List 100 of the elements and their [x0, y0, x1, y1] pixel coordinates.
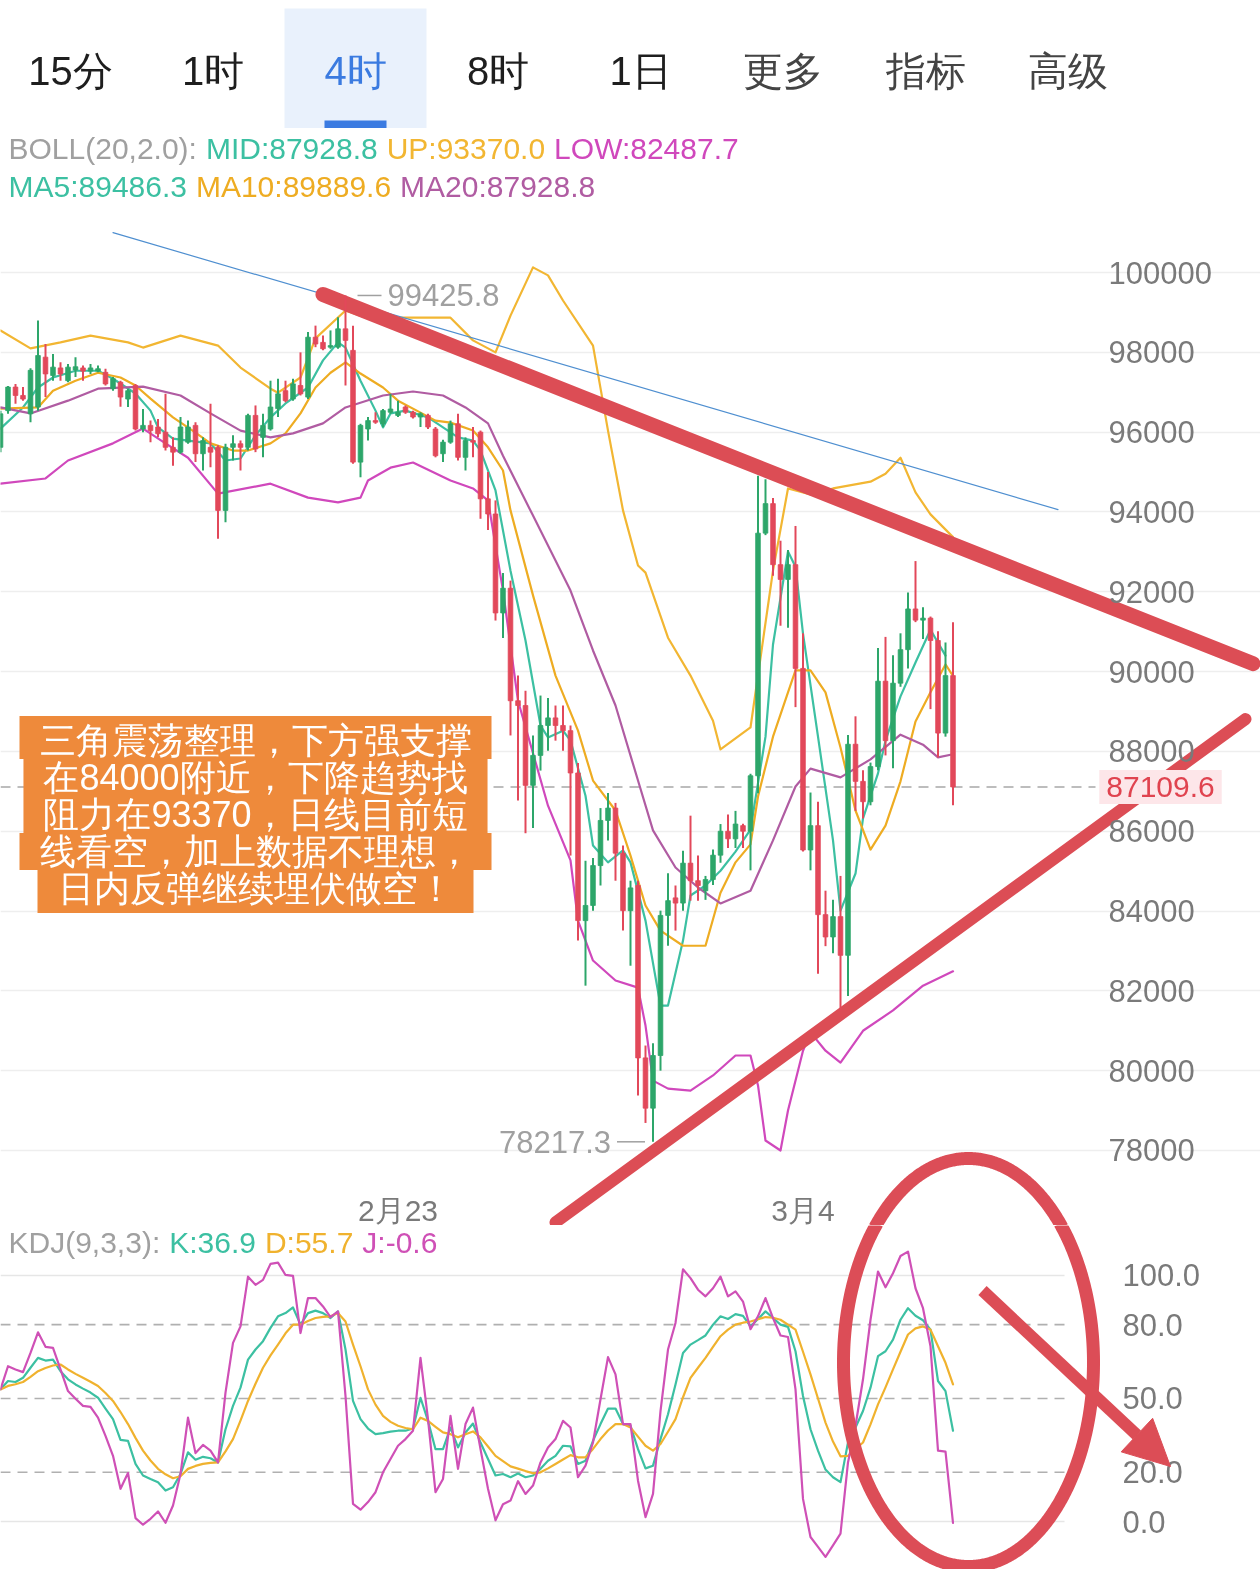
text: 4时: [324, 48, 387, 93]
candlestick: [297, 351, 304, 397]
candlestick: [72, 356, 79, 379]
x-tick-label: 3月4: [771, 1193, 835, 1227]
text: 高级: [1028, 48, 1108, 93]
candlestick: [57, 361, 64, 382]
candlestick: [365, 416, 371, 442]
y-tick-label: 0.0: [1122, 1504, 1166, 1540]
candlestick: [582, 859, 589, 987]
candlestick: [200, 436, 206, 472]
candlestick: [462, 436, 469, 472]
y-tick-label: 94000: [1108, 494, 1195, 530]
text: UP:93370.0: [386, 132, 546, 165]
candlestick: [155, 418, 161, 439]
candlestick: [12, 382, 19, 405]
candlestick: [117, 379, 124, 408]
ref-line-label: 87109.6: [1106, 769, 1215, 803]
candlestick: [65, 362, 71, 384]
candlestick: [312, 324, 319, 349]
candlestick: [785, 548, 791, 629]
candlestick: [275, 377, 281, 419]
candlestick: [440, 438, 446, 464]
candlestick: [237, 439, 244, 472]
candlestick: [695, 854, 701, 902]
text: MA5:89486.3: [8, 170, 187, 203]
candlestick: [447, 419, 454, 445]
y-tick-label: 100000: [1108, 255, 1212, 291]
text: 更多: [743, 48, 823, 93]
y-tick-label: 50.0: [1122, 1381, 1183, 1417]
series-label: D:55.7: [264, 1226, 354, 1259]
candlestick: [50, 352, 56, 382]
candlestick: [627, 879, 634, 967]
candlestick: [777, 539, 784, 627]
candlestick: [5, 384, 11, 415]
candlestick: [830, 898, 836, 955]
text: 8时: [466, 48, 530, 93]
candlestick: [42, 342, 49, 399]
candlestick: [282, 379, 289, 404]
candlestick: [342, 294, 349, 387]
text: MA20:87928.8: [400, 170, 596, 203]
candlestick: [687, 814, 694, 902]
candlestick: [912, 560, 919, 624]
candlestick: [560, 704, 566, 752]
y-tick-label: 98000: [1108, 335, 1195, 371]
text: 指标: [884, 48, 966, 93]
text: 15分: [28, 48, 113, 93]
candlestick: [515, 674, 521, 802]
annotation: 99425.8: [387, 278, 500, 314]
candlestick: [717, 823, 724, 864]
candlestick: [327, 329, 334, 350]
text: K:36.9: [169, 1226, 256, 1259]
candlestick: [470, 425, 476, 459]
y-tick-label: 86000: [1108, 814, 1195, 850]
series-label: J:-0.6: [362, 1226, 438, 1259]
legend-title: BOLL(20,2.0):: [8, 132, 197, 165]
y-tick-label: 80.0: [1122, 1307, 1183, 1343]
candlestick: [545, 696, 551, 752]
candlestick: [732, 809, 739, 849]
candlestick: [260, 412, 266, 459]
candlestick: [927, 615, 934, 711]
candlestick: [267, 379, 274, 432]
candlestick: [125, 387, 131, 409]
candlestick: [185, 419, 191, 445]
text: LOW:82487.7: [554, 132, 739, 165]
candlestick: [702, 874, 709, 901]
candlestick: [335, 316, 341, 350]
x-tick-label: 2月23: [357, 1193, 439, 1227]
text: 1日: [609, 48, 672, 93]
y-tick-label: 82000: [1108, 973, 1195, 1009]
y-tick-label: 92000: [1108, 574, 1195, 610]
candlestick: [860, 769, 866, 820]
candlestick: [605, 791, 611, 842]
candlestick: [822, 889, 829, 948]
y-tick-label: 84000: [1108, 894, 1195, 930]
candlestick: [207, 402, 214, 469]
candlestick: [147, 419, 154, 444]
text: 1时: [181, 48, 245, 93]
annotation: MID:87928.8: [205, 132, 378, 165]
candlestick: [290, 377, 296, 402]
y-tick-label: 96000: [1108, 415, 1195, 451]
candlestick: [162, 392, 169, 452]
candlestick: [920, 606, 926, 640]
candlestick: [552, 704, 559, 742]
legend-title: KDJ(9,3,3):: [8, 1226, 161, 1259]
annotation: 78217.3: [498, 1124, 612, 1160]
text: MA10:89889.6: [195, 170, 392, 203]
annotation: 三角震荡整理，下方强支撑在84000附近，下降趋势找阻力在93370，日线目前短线看空，加上数据不理想，日内反弹继续埋伏做空！: [39, 720, 472, 909]
y-tick-label: 88000: [1108, 734, 1195, 770]
candlestick: [665, 872, 671, 947]
candlestick: [230, 434, 236, 462]
candlestick: [485, 471, 491, 531]
candlestick: [140, 408, 146, 434]
candlestick: [672, 884, 679, 932]
candlestick: [170, 436, 176, 467]
candlestick: [740, 822, 746, 849]
y-tick-label: 78000: [1108, 1133, 1195, 1169]
candlestick: [725, 813, 731, 849]
y-tick-label: 100.0: [1122, 1258, 1201, 1294]
y-tick-label: 90000: [1108, 654, 1195, 690]
y-tick-label: 20.0: [1122, 1455, 1183, 1491]
